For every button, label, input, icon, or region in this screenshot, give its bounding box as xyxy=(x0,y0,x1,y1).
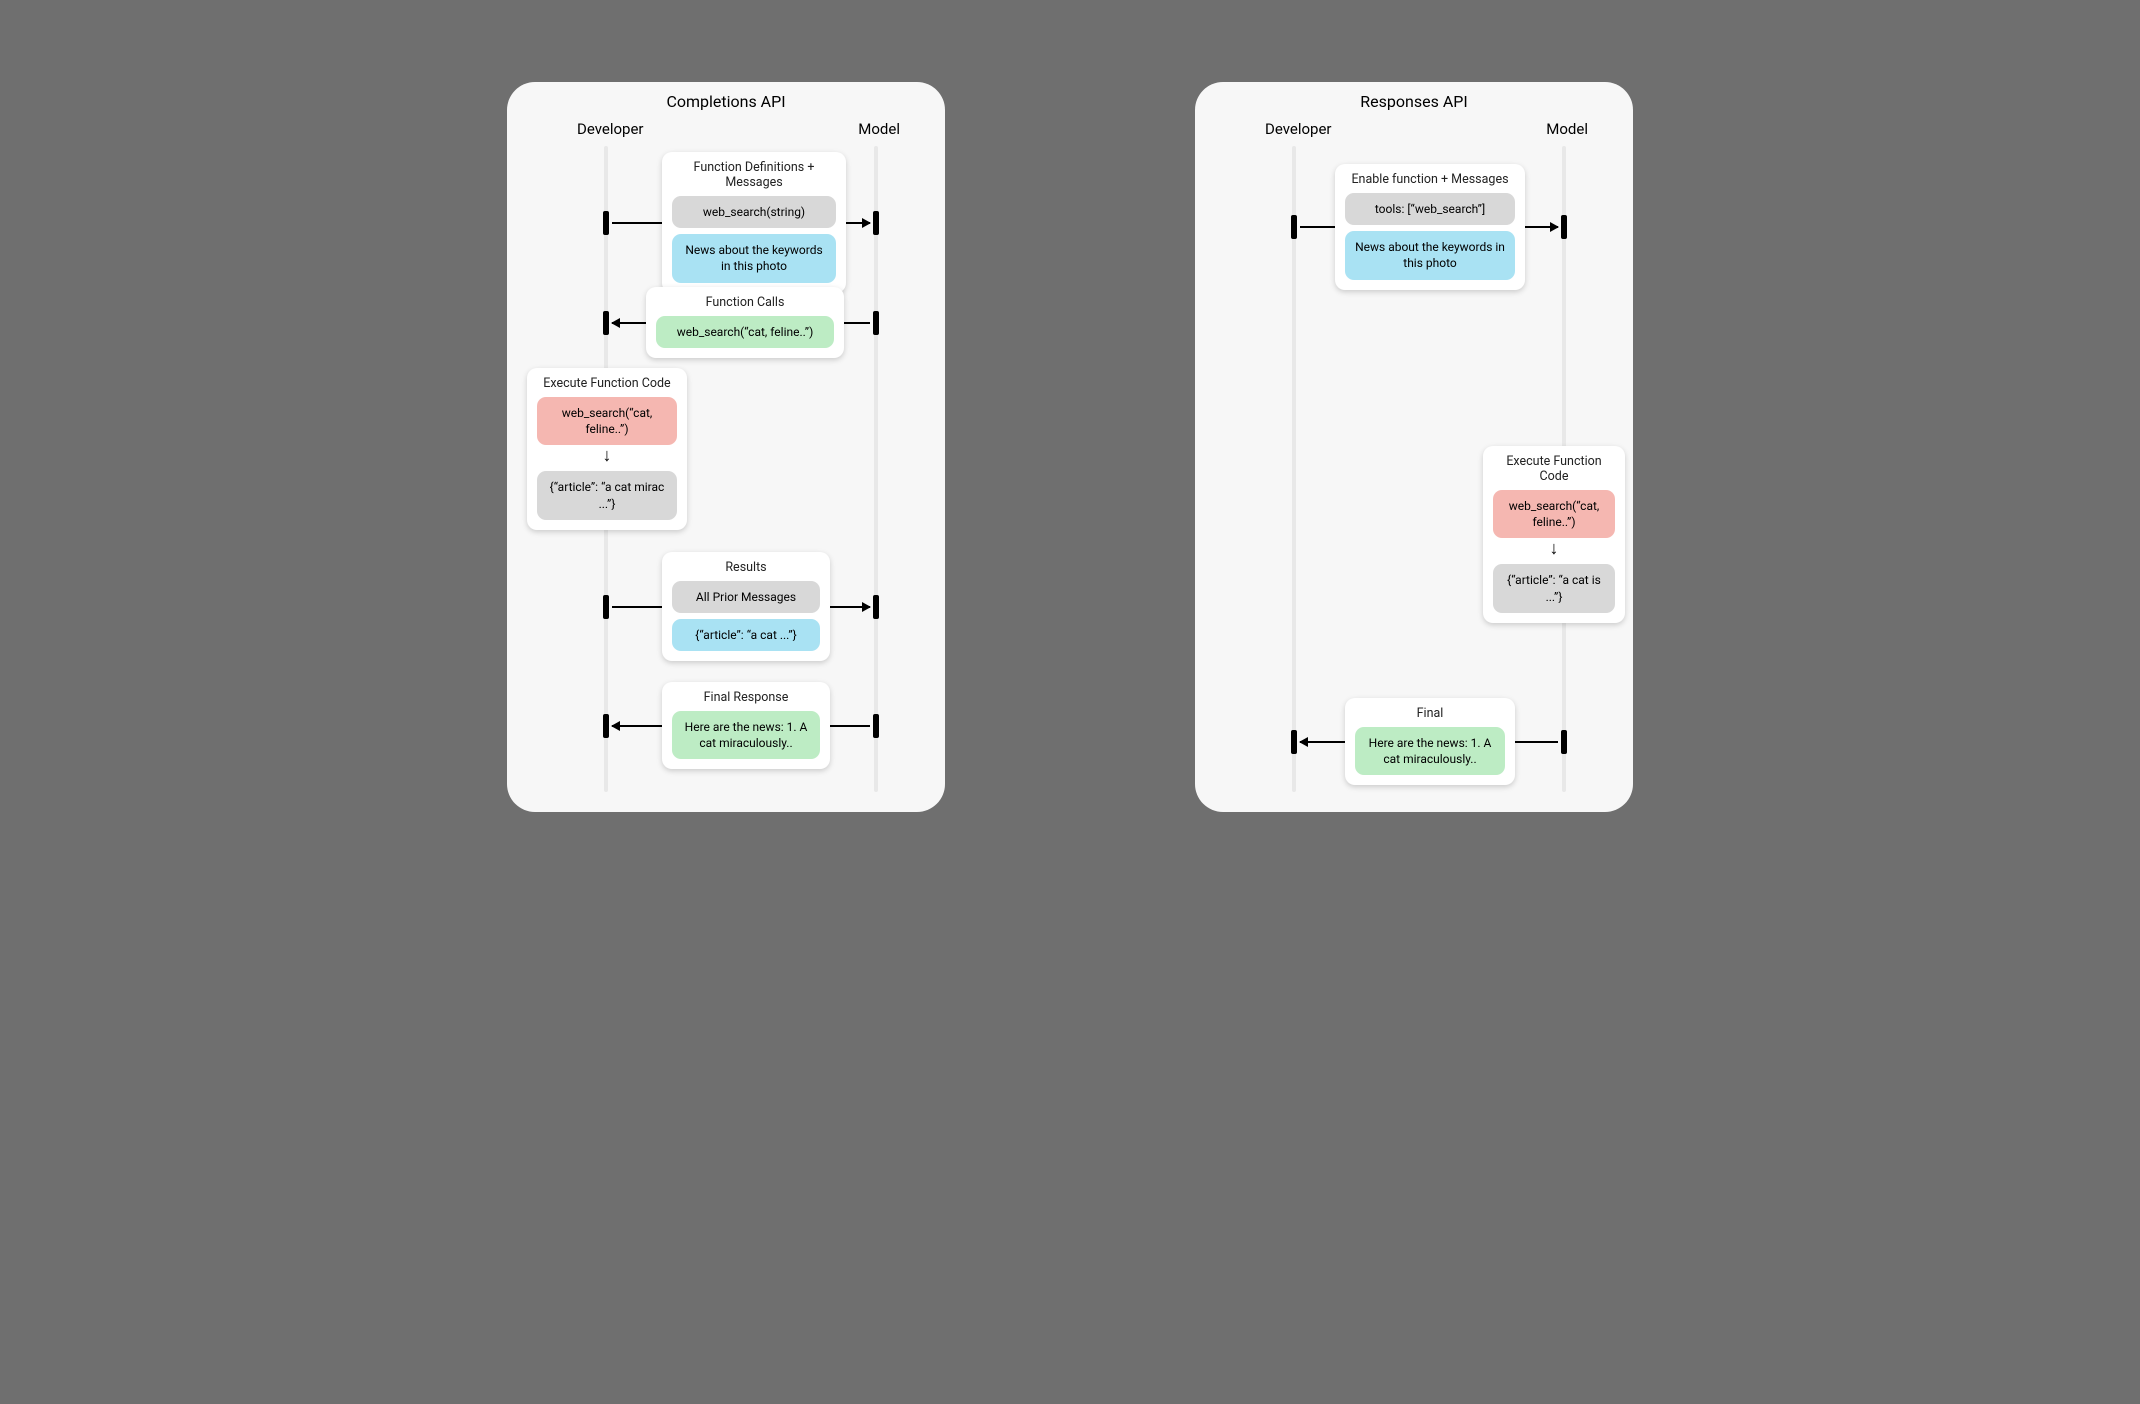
lifeline-tick xyxy=(603,311,609,335)
step-card-c2: Function Calls web_search(“cat, feline..”… xyxy=(646,287,844,358)
lifeline-developer xyxy=(1292,146,1296,792)
arrow-left-icon xyxy=(612,322,646,324)
pill: tools: [“web_search”] xyxy=(1345,193,1515,225)
step-card-c5: Final Response Here are the news: 1. A ca… xyxy=(662,682,830,769)
step-card-r3: Final Here are the news: 1. A cat miracul… xyxy=(1345,698,1515,785)
pill: {“article”: “a cat mirac ...”} xyxy=(537,471,677,519)
step-card-c3: Execute Function Code web_search(“cat, fe… xyxy=(527,368,687,530)
arrow-left-icon xyxy=(612,725,662,727)
lifeline-tick xyxy=(1561,730,1567,754)
step-card-r2: Execute Function Code web_search(“cat, fe… xyxy=(1483,446,1625,623)
lifeline-tick xyxy=(873,211,879,235)
card-title: Function Calls xyxy=(656,295,834,310)
card-title: Execute Function Code xyxy=(1493,454,1615,484)
panel-completions: Completions API Developer Model Function… xyxy=(507,82,945,812)
lifeline-tick xyxy=(1291,215,1297,239)
lane-label-developer: Developer xyxy=(1265,120,1332,138)
pill: Here are the news: 1. A cat miraculously… xyxy=(1355,727,1505,775)
arrow-right-icon xyxy=(1525,226,1558,228)
down-arrow-icon: ↓ xyxy=(537,447,677,465)
pill: web_search(“cat, feline..”) xyxy=(537,397,677,445)
lifeline-tick xyxy=(603,595,609,619)
lifeline-tick xyxy=(603,714,609,738)
card-title: Enable function + Messages xyxy=(1345,172,1515,187)
lane-label-model: Model xyxy=(858,120,900,138)
lane-label-model: Model xyxy=(1546,120,1588,138)
pill: web_search(string) xyxy=(672,196,836,228)
lifeline-model xyxy=(874,146,878,792)
pill: News about the keywords in this photo xyxy=(1345,231,1515,279)
step-card-c4: Results All Prior Messages {“article”: “a … xyxy=(662,552,830,661)
pill: web_search(“cat, feline..”) xyxy=(656,316,834,348)
pill: News about the keywords in this photo xyxy=(672,234,836,282)
panel-responses: Responses API Developer Model Enable fun… xyxy=(1195,82,1633,812)
arrow-segment xyxy=(612,222,662,224)
step-card-r1: Enable function + Messages tools: [“web_s… xyxy=(1335,164,1525,290)
arrow-right-icon xyxy=(830,606,870,608)
pill: Here are the news: 1. A cat miraculously… xyxy=(672,711,820,759)
panel-title: Completions API xyxy=(507,92,945,111)
card-title: Final xyxy=(1355,706,1505,721)
pill: All Prior Messages xyxy=(672,581,820,613)
diagram-stage: Completions API Developer Model Function… xyxy=(387,0,1753,896)
pill: {“article”: “a cat is ...”} xyxy=(1493,564,1615,612)
card-title: Function Definitions + Messages xyxy=(672,160,836,190)
step-card-c1: Function Definitions + Messages web_searc… xyxy=(662,152,846,293)
lane-label-developer: Developer xyxy=(577,120,644,138)
lifeline-tick xyxy=(1291,730,1297,754)
lifeline-tick xyxy=(873,311,879,335)
lifeline-tick xyxy=(603,211,609,235)
arrow-left-icon xyxy=(1300,741,1345,743)
arrow-segment xyxy=(1515,741,1558,743)
card-title: Results xyxy=(672,560,820,575)
lifeline-tick xyxy=(873,714,879,738)
arrow-segment xyxy=(612,606,662,608)
pill: {“article”: “a cat ...”} xyxy=(672,619,820,651)
card-title: Execute Function Code xyxy=(537,376,677,391)
lifeline-tick xyxy=(1561,215,1567,239)
panel-title: Responses API xyxy=(1195,92,1633,111)
lifeline-tick xyxy=(873,595,879,619)
arrow-right-icon xyxy=(846,222,870,224)
pill: web_search(“cat, feline..”) xyxy=(1493,490,1615,538)
arrow-segment xyxy=(830,725,870,727)
arrow-segment xyxy=(1300,226,1335,228)
arrow-segment xyxy=(844,322,870,324)
card-title: Final Response xyxy=(672,690,820,705)
down-arrow-icon: ↓ xyxy=(1493,540,1615,558)
